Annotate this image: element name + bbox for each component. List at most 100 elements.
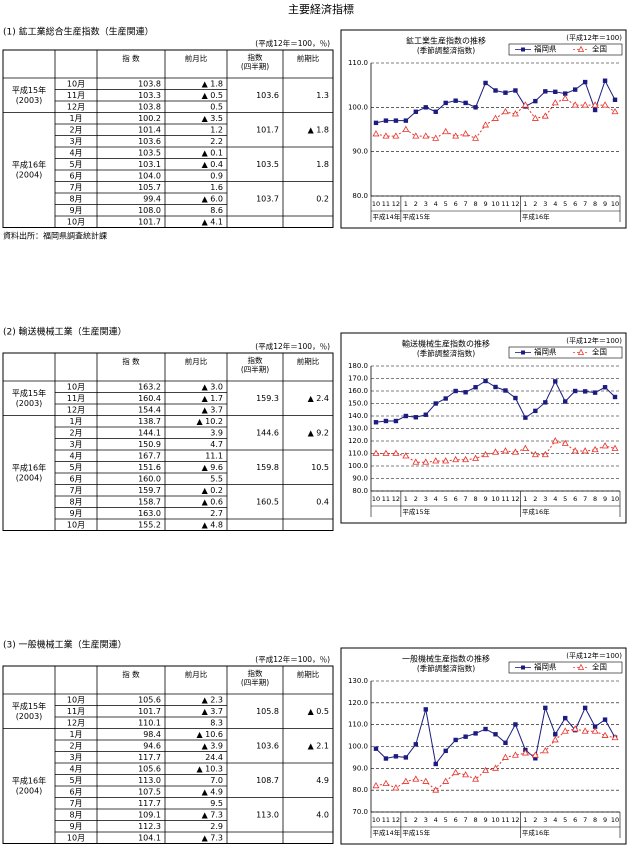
- marker: [513, 722, 518, 727]
- marker: [531, 114, 539, 121]
- legend-marker: [521, 350, 525, 355]
- marker: [443, 100, 448, 106]
- section-heading: (2) 輸送機械工業（生産関連）: [3, 326, 127, 338]
- x-tick-label: 6: [573, 200, 577, 208]
- chart-title: 一般機械生産指数の推移: [402, 654, 490, 664]
- marker: [373, 746, 379, 751]
- marker: [403, 413, 409, 419]
- quarter-change: 1.3: [316, 91, 329, 100]
- marker: [503, 740, 508, 745]
- month-label: 3月: [69, 137, 82, 146]
- x-tick-label: 2: [414, 495, 418, 503]
- marker: [383, 418, 389, 424]
- index-value: 94.6: [143, 741, 161, 750]
- index-value: 107.5: [138, 787, 161, 796]
- year-label: 平成16年: [12, 160, 46, 170]
- marker: [563, 399, 568, 404]
- index-value: 104.1: [138, 833, 161, 842]
- x-tick-label: 6: [573, 816, 577, 824]
- quarter-index: 103.5: [256, 160, 279, 169]
- index-value: 159.7: [138, 486, 161, 495]
- year-label: 平成16年: [522, 828, 550, 837]
- marker: [611, 733, 619, 741]
- legend-label: 福岡県: [534, 45, 557, 54]
- x-tick-label: 7: [464, 495, 468, 503]
- marker: [521, 101, 529, 108]
- index-value: 109.1: [138, 810, 161, 819]
- marker: [412, 132, 420, 139]
- marker: [541, 112, 549, 119]
- index-value: 104.0: [138, 171, 161, 180]
- legend-label: 全国: [592, 347, 607, 357]
- index-value: 101.7: [138, 707, 161, 716]
- month-label: 1月: [69, 417, 82, 426]
- marker: [463, 100, 468, 106]
- marker: [433, 761, 438, 767]
- index-value: 105.6: [138, 764, 161, 773]
- index-value: 138.7: [138, 417, 161, 426]
- page-title: 主要経済指標: [288, 2, 354, 16]
- chart-note: (平成12年＝100): [566, 33, 622, 42]
- x-tick-label: 3: [424, 200, 428, 208]
- x-tick-label: 12: [511, 495, 519, 503]
- index-value: 144.1: [138, 428, 161, 437]
- marker: [551, 437, 559, 444]
- marker: [561, 439, 569, 446]
- marker: [382, 449, 390, 456]
- marker: [373, 120, 379, 126]
- marker: [453, 737, 458, 743]
- index-value: 151.6: [138, 463, 161, 472]
- month-label: 5月: [69, 160, 82, 169]
- change-value: 24.4: [205, 753, 223, 762]
- month-label: 6月: [69, 787, 82, 796]
- index-value: 160.4: [138, 394, 161, 403]
- legend-frame: [508, 43, 623, 56]
- legend-marker: [521, 665, 525, 670]
- chart-subtitle: (季節調整済指数): [417, 45, 475, 55]
- marker: [533, 408, 538, 414]
- month-label: 3月: [69, 753, 82, 762]
- marker: [473, 385, 478, 390]
- index-value: 103.8: [138, 102, 161, 111]
- x-tick-label: 10: [491, 816, 499, 824]
- marker: [591, 445, 599, 453]
- chart-note: (平成12年＝100): [566, 651, 622, 660]
- y-tick-label: 100.0: [348, 462, 368, 470]
- marker: [493, 732, 498, 737]
- month-label: 8月: [69, 810, 82, 819]
- marker: [423, 707, 428, 712]
- x-tick-label: 3: [543, 816, 547, 824]
- marker: [553, 89, 558, 95]
- marker: [561, 727, 569, 734]
- change-value: ▲ 0.6: [202, 497, 223, 506]
- x-tick-label: 7: [464, 200, 468, 208]
- quarter-index: 159.8: [256, 463, 279, 472]
- x-tick-label: 10: [372, 816, 380, 824]
- legend-label: 福岡県: [534, 348, 557, 357]
- marker: [413, 109, 419, 114]
- marker: [602, 717, 608, 722]
- quarter-change: 1.8: [316, 160, 329, 169]
- marker: [572, 87, 578, 92]
- table-border: [2, 49, 334, 228]
- chart-title: 鉱工業生産指数の推移: [406, 36, 486, 46]
- y-tick-label: 120.0: [348, 437, 368, 445]
- marker: [452, 455, 460, 463]
- index-value: 154.4: [138, 405, 161, 414]
- x-tick-label: 1: [404, 200, 408, 208]
- month-label: 11月: [67, 394, 85, 403]
- month-label: 12月: [67, 102, 85, 111]
- marker: [432, 134, 440, 141]
- marker: [392, 449, 400, 456]
- month-label: 5月: [69, 463, 82, 472]
- x-tick-label: 9: [603, 495, 607, 503]
- marker: [553, 732, 558, 737]
- table-header: 前期比: [297, 356, 320, 366]
- table-header: 指数: [248, 355, 263, 365]
- y-tick-label: 90.0: [352, 148, 368, 156]
- marker: [551, 736, 559, 743]
- x-tick-label: 10: [491, 495, 499, 503]
- month-label: 4月: [69, 451, 82, 460]
- index-value: 112.3: [138, 822, 161, 831]
